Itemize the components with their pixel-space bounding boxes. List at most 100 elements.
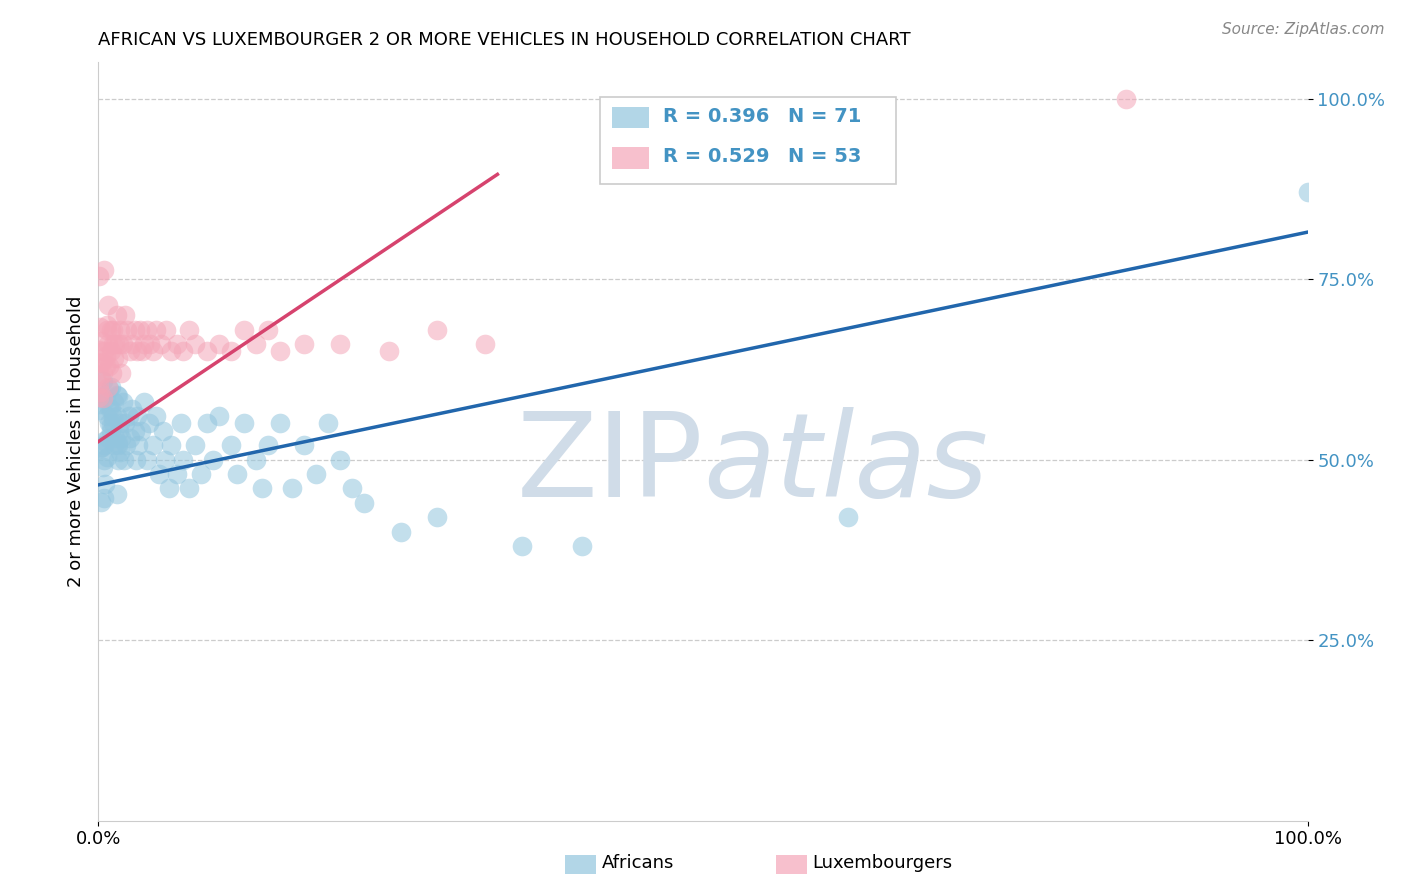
Point: [153, 452, 176, 467]
Text: N = 71: N = 71: [787, 107, 860, 126]
Point: [105, 308, 128, 322]
Point: [837, 510, 859, 524]
Point: [108, 417, 131, 431]
Point: [101, 323, 124, 337]
Point: [101, 417, 124, 431]
Point: [281, 482, 304, 496]
Point: [190, 467, 212, 481]
Point: [107, 452, 129, 467]
Point: [142, 344, 165, 359]
Point: [105, 409, 128, 424]
Point: [97, 431, 120, 445]
Point: [127, 344, 149, 359]
Point: [269, 344, 291, 359]
Point: [184, 438, 207, 452]
Point: [97, 380, 120, 394]
Point: [96, 323, 118, 337]
Point: [90, 334, 112, 349]
Point: [97, 337, 120, 351]
Point: [426, 323, 449, 337]
Point: [118, 431, 141, 445]
Point: [100, 366, 122, 380]
Point: [87, 377, 110, 392]
Point: [97, 382, 120, 396]
FancyBboxPatch shape: [600, 96, 897, 184]
Point: [93, 452, 115, 467]
Point: [87, 343, 110, 357]
Point: [221, 344, 243, 359]
Point: [135, 452, 157, 467]
Point: [105, 387, 128, 401]
Point: [103, 394, 125, 409]
Point: [571, 539, 593, 553]
Point: [221, 438, 243, 452]
Point: [121, 402, 143, 417]
Point: [100, 402, 122, 417]
Point: [232, 323, 254, 337]
Point: [377, 344, 399, 359]
Text: Africans: Africans: [602, 855, 673, 872]
Point: [118, 409, 141, 424]
Bar: [613, 147, 648, 169]
Point: [155, 323, 177, 337]
Point: [89, 319, 111, 334]
Point: [510, 539, 533, 553]
Point: [121, 337, 143, 351]
Bar: [613, 107, 648, 128]
Point: [91, 355, 114, 369]
Point: [89, 368, 111, 383]
Point: [250, 482, 273, 496]
Point: [101, 410, 124, 425]
Point: [157, 482, 180, 496]
Point: [160, 438, 183, 452]
Point: [245, 337, 267, 351]
Point: [195, 417, 218, 431]
Point: [208, 409, 231, 424]
Point: [245, 452, 267, 467]
Text: R = 0.529: R = 0.529: [664, 147, 769, 166]
Point: [269, 417, 291, 431]
Point: [184, 337, 207, 351]
Point: [124, 424, 146, 438]
Text: Luxembourgers: Luxembourgers: [813, 855, 953, 872]
Point: [90, 495, 112, 509]
Point: [108, 445, 131, 459]
Point: [292, 337, 315, 351]
Point: [96, 392, 118, 407]
Point: [89, 391, 111, 405]
Point: [142, 438, 165, 452]
Point: [316, 417, 339, 431]
Text: Source: ZipAtlas.com: Source: ZipAtlas.com: [1222, 22, 1385, 37]
Point: [256, 323, 278, 337]
Point: [100, 424, 122, 438]
Point: [98, 401, 121, 416]
Point: [329, 452, 352, 467]
Point: [94, 349, 117, 363]
Point: [104, 337, 127, 351]
Point: [134, 337, 156, 351]
Point: [145, 409, 167, 424]
Text: atlas: atlas: [703, 408, 988, 521]
Point: [94, 359, 117, 373]
Point: [101, 337, 124, 351]
Point: [179, 482, 201, 496]
Point: [91, 392, 114, 406]
Point: [96, 409, 118, 424]
Point: [138, 417, 160, 431]
Point: [98, 359, 121, 373]
Point: [110, 431, 132, 445]
Point: [160, 344, 183, 359]
Point: [108, 424, 131, 438]
Point: [1296, 186, 1319, 200]
Point: [100, 380, 122, 394]
Y-axis label: 2 or more Vehicles in Household: 2 or more Vehicles in Household: [66, 296, 84, 587]
Point: [166, 337, 188, 351]
Point: [114, 308, 136, 322]
Text: R = 0.396: R = 0.396: [664, 107, 769, 126]
Text: ZIP: ZIP: [516, 407, 703, 522]
Point: [127, 438, 149, 452]
Point: [226, 467, 249, 481]
Point: [292, 438, 315, 452]
Point: [91, 374, 114, 388]
Point: [134, 394, 156, 409]
